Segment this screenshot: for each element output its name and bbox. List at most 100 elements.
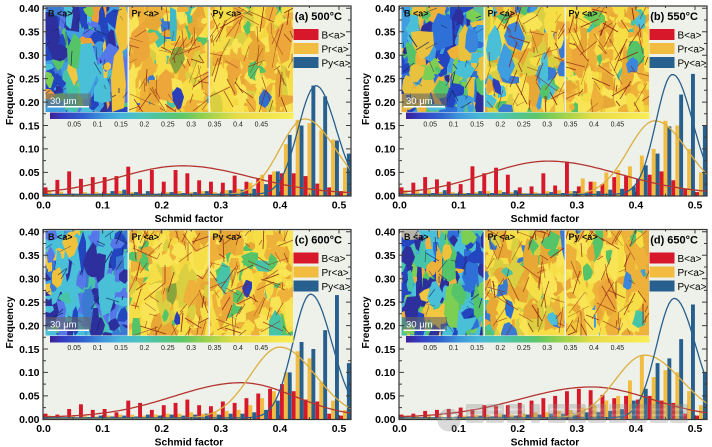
svg-text:30 μm: 30 μm	[50, 96, 77, 107]
svg-text:0.35: 0.35	[208, 345, 222, 352]
svg-text:0.4: 0.4	[273, 423, 288, 435]
svg-text:Pr <a>: Pr <a>	[132, 9, 160, 19]
svg-text:0.15: 0.15	[470, 122, 484, 129]
svg-text:0.2: 0.2	[496, 122, 506, 129]
svg-text:Frequency: Frequency	[5, 73, 16, 125]
svg-text:B<a>: B<a>	[322, 31, 346, 42]
svg-text:Frequency: Frequency	[361, 73, 372, 125]
svg-text:Schmid factor: Schmid factor	[155, 438, 224, 447]
svg-text:0.35: 0.35	[375, 27, 396, 39]
svg-text:0.45: 0.45	[255, 122, 269, 129]
svg-text:0.30: 0.30	[19, 274, 40, 286]
svg-text:0.0: 0.0	[36, 423, 51, 435]
svg-text:0.00: 0.00	[19, 414, 40, 426]
svg-text:Frequency: Frequency	[361, 296, 372, 348]
svg-text:Py<a>: Py<a>	[678, 59, 707, 70]
svg-text:(a) 500°C: (a) 500°C	[295, 11, 342, 23]
svg-text:Py <a>: Py <a>	[213, 232, 242, 242]
svg-text:0.3: 0.3	[186, 122, 196, 129]
svg-text:0.05: 0.05	[19, 167, 40, 179]
svg-text:Pr <a>: Pr <a>	[488, 9, 516, 19]
svg-text:Py<a>: Py<a>	[678, 282, 707, 293]
svg-text:0.3: 0.3	[213, 200, 228, 212]
svg-text:0.15: 0.15	[470, 345, 484, 352]
svg-text:0.2: 0.2	[154, 200, 169, 212]
svg-text:0.35: 0.35	[19, 250, 40, 262]
svg-text:0.45: 0.45	[255, 345, 269, 352]
svg-text:0.15: 0.15	[19, 344, 40, 356]
svg-text:0.40: 0.40	[19, 227, 40, 239]
svg-text:0.05: 0.05	[423, 345, 437, 352]
svg-text:(d) 650°C: (d) 650°C	[650, 235, 698, 247]
svg-text:Schmid factor: Schmid factor	[155, 214, 224, 225]
svg-text:0.3: 0.3	[186, 345, 196, 352]
svg-text:0.1: 0.1	[449, 122, 459, 129]
svg-text:0.20: 0.20	[375, 320, 396, 332]
svg-text:Pr <a>: Pr <a>	[132, 232, 160, 242]
svg-text:0.2: 0.2	[496, 345, 506, 352]
svg-text:0.3: 0.3	[569, 423, 584, 435]
svg-text:0.4: 0.4	[629, 200, 644, 212]
svg-text:0.10: 0.10	[19, 367, 40, 379]
svg-text:0.25: 0.25	[375, 297, 396, 309]
svg-text:0.30: 0.30	[375, 274, 396, 286]
svg-text:0.15: 0.15	[114, 345, 128, 352]
svg-text:0.25: 0.25	[161, 345, 175, 352]
svg-text:B <a>: B <a>	[404, 9, 429, 19]
svg-text:0.1: 0.1	[451, 423, 466, 435]
svg-text:0.45: 0.45	[611, 122, 625, 129]
svg-text:0.1: 0.1	[93, 345, 103, 352]
svg-text:0.2: 0.2	[154, 423, 169, 435]
svg-text:Schmid factor: Schmid factor	[511, 438, 580, 447]
svg-text:0.30: 0.30	[375, 50, 396, 62]
svg-text:Pr <a>: Pr <a>	[488, 232, 516, 242]
svg-text:Pr<a>: Pr<a>	[678, 268, 705, 279]
svg-text:0.05: 0.05	[375, 167, 396, 179]
svg-text:0.2: 0.2	[140, 345, 150, 352]
svg-text:30 μm: 30 μm	[50, 320, 77, 331]
svg-text:0.25: 0.25	[517, 122, 531, 129]
svg-text:0.35: 0.35	[208, 122, 222, 129]
svg-text:0.00: 0.00	[375, 414, 396, 426]
svg-text:0.0: 0.0	[392, 200, 407, 212]
svg-text:0.25: 0.25	[161, 122, 175, 129]
svg-text:0.4: 0.4	[589, 345, 599, 352]
svg-text:0.15: 0.15	[375, 344, 396, 356]
svg-text:0.4: 0.4	[589, 122, 599, 129]
svg-text:0.15: 0.15	[375, 120, 396, 132]
svg-text:0.25: 0.25	[517, 345, 531, 352]
svg-text:0.40: 0.40	[375, 227, 396, 239]
svg-text:0.05: 0.05	[67, 122, 81, 129]
svg-text:0.10: 0.10	[375, 367, 396, 379]
svg-text:Py<a>: Py<a>	[322, 59, 351, 70]
svg-text:0.00: 0.00	[19, 191, 40, 203]
svg-text:B<a>: B<a>	[678, 254, 702, 265]
svg-text:0.00: 0.00	[375, 191, 396, 203]
svg-text:0.35: 0.35	[19, 27, 40, 39]
svg-text:0.40: 0.40	[375, 3, 396, 15]
svg-text:0.05: 0.05	[375, 391, 396, 403]
svg-text:0.1: 0.1	[451, 200, 466, 212]
svg-text:0.4: 0.4	[233, 122, 243, 129]
svg-text:0.1: 0.1	[95, 423, 110, 435]
svg-text:Py <a>: Py <a>	[569, 9, 598, 19]
svg-text:0.3: 0.3	[213, 423, 228, 435]
svg-text:Pr<a>: Pr<a>	[678, 45, 705, 56]
svg-text:0.05: 0.05	[67, 345, 81, 352]
svg-text:0.15: 0.15	[19, 120, 40, 132]
svg-text:0.5: 0.5	[332, 200, 347, 212]
svg-text:0.20: 0.20	[375, 97, 396, 109]
svg-text:Py <a>: Py <a>	[569, 232, 598, 242]
svg-text:Schmid factor: Schmid factor	[511, 214, 580, 225]
svg-text:0.35: 0.35	[564, 122, 578, 129]
svg-text:30 μm: 30 μm	[406, 320, 433, 331]
svg-text:(c) 600°C: (c) 600°C	[295, 235, 342, 247]
svg-text:0.1: 0.1	[95, 200, 110, 212]
svg-text:B <a>: B <a>	[404, 232, 429, 242]
svg-text:0.40: 0.40	[19, 3, 40, 15]
svg-text:0.0: 0.0	[36, 200, 51, 212]
svg-text:0.5: 0.5	[688, 423, 703, 435]
svg-text:Pr<a>: Pr<a>	[322, 268, 349, 279]
svg-text:0.10: 0.10	[19, 144, 40, 156]
svg-text:0.35: 0.35	[375, 250, 396, 262]
